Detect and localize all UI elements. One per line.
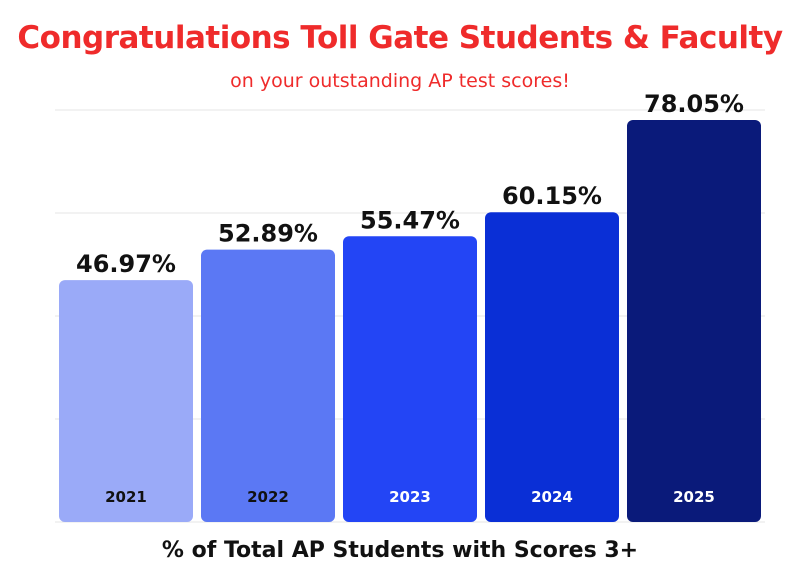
category-label-2021: 2021	[105, 488, 147, 506]
value-label-2022: 52.89%	[218, 220, 318, 248]
category-label-2024: 2024	[531, 488, 573, 506]
bar-2023	[343, 236, 477, 522]
value-label-2024: 60.15%	[502, 182, 602, 210]
value-label-2021: 46.97%	[76, 250, 176, 278]
value-label-2023: 55.47%	[360, 206, 460, 234]
bars	[59, 120, 761, 522]
category-label-2022: 2022	[247, 488, 289, 506]
bar-2021	[59, 280, 193, 522]
bar-2022	[201, 249, 335, 522]
value-label-2025: 78.05%	[644, 90, 744, 118]
category-label-2025: 2025	[673, 488, 715, 506]
x-axis-label: % of Total AP Students with Scores 3+	[161, 538, 639, 563]
chart-title: Congratulations Toll Gate Students & Fac…	[17, 20, 783, 56]
category-label-2023: 2023	[389, 488, 431, 506]
bar-2024	[485, 212, 619, 522]
data-labels: 46.97% 2021 52.89% 2022 55.47% 2023 60.15% 2024…	[76, 90, 744, 506]
bar-2025	[627, 120, 761, 522]
chart-subtitle: on your outstanding AP test scores!	[230, 70, 570, 92]
